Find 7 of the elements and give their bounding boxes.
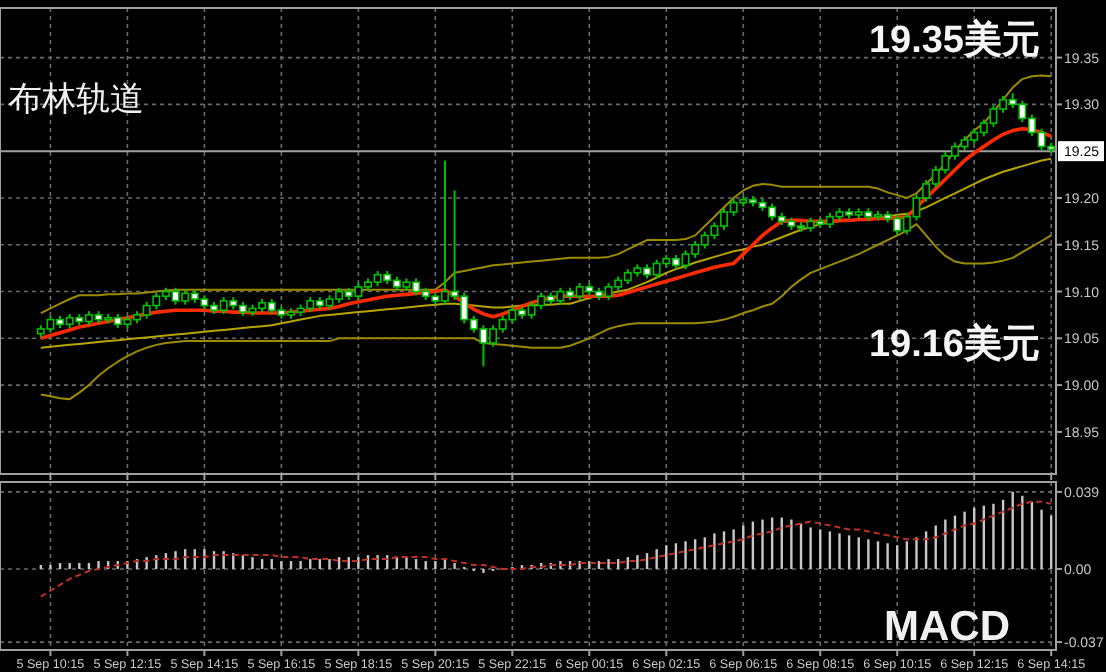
text: 布林轨道 [8, 80, 144, 118]
line-series [39, 223, 1053, 401]
text: MACD [884, 604, 1010, 650]
line-series [39, 500, 1053, 598]
annotation: 19.35美元 [868, 18, 1040, 62]
line-series [39, 74, 1053, 315]
annotation: 19.16美元 [868, 322, 1040, 366]
